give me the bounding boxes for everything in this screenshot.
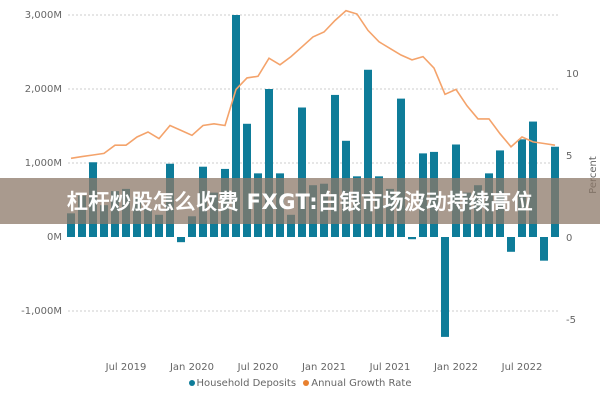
x-tick-label: Jul 2022 [501, 362, 543, 373]
bar[interactable] [155, 214, 163, 237]
x-tick-label: Jul 2020 [237, 362, 279, 373]
x-axis: Jul 2019 Jan 2020 Jul 2020 Jan 2021 Jul 2021… [105, 362, 543, 373]
right-axis: 10 5 0 -5 [566, 69, 579, 326]
x-tick-label: Jan 2022 [433, 362, 478, 373]
right-tick-label: 0 [566, 233, 572, 244]
x-tick-label: Jan 2021 [301, 362, 346, 373]
legend-item-annual-growth-rate[interactable]: Annual Growth Rate [303, 378, 411, 389]
bar[interactable] [441, 237, 449, 337]
legend-dot-icon [188, 380, 195, 386]
growth-rate-line[interactable] [70, 9, 556, 160]
left-tick-label: 2,000M [25, 84, 62, 95]
bar[interactable] [298, 107, 306, 238]
right-axis-label: Percent [588, 156, 599, 194]
legend-label: Household Deposits [196, 378, 297, 389]
left-tick-label: 1,000M [25, 158, 62, 169]
bar[interactable] [408, 237, 416, 240]
right-tick-label: -5 [566, 315, 576, 326]
right-tick-label: 10 [566, 69, 579, 80]
x-tick-label: Jan 2020 [169, 362, 214, 373]
bar[interactable] [331, 94, 339, 237]
bar[interactable] [177, 237, 185, 243]
title-banner: 杠杆炒股怎么收费 FXGT:白银市场波动持续高位 [0, 178, 600, 224]
left-tick-label: -1,000M [21, 306, 62, 317]
legend-dot-icon [303, 380, 310, 386]
left-axis: 3,000M 2,000M 1,000M 0M -1,000M [21, 10, 62, 317]
bar[interactable] [265, 89, 273, 237]
bar[interactable] [232, 15, 240, 237]
gridlines [68, 14, 560, 312]
left-tick-label: 3,000M [25, 10, 62, 21]
bar[interactable] [364, 69, 372, 237]
line-series-annual-growth-rate [70, 9, 556, 160]
legend: Household Deposits Annual Growth Rate [0, 378, 600, 389]
x-tick-label: Jul 2021 [369, 362, 411, 373]
bar[interactable] [67, 213, 75, 237]
legend-label: Annual Growth Rate [311, 378, 412, 389]
x-tick-label: Jul 2019 [105, 362, 147, 373]
bar[interactable] [507, 237, 515, 252]
legend-item-household-deposits[interactable]: Household Deposits [188, 378, 297, 389]
bar-series-household-deposits [67, 15, 559, 337]
left-tick-label: 0M [47, 232, 62, 243]
bar[interactable] [540, 237, 548, 261]
banner-title: 杠杆炒股怎么收费 FXGT:白银市场波动持续高位 [66, 190, 534, 214]
bar[interactable] [188, 216, 196, 237]
bar[interactable] [397, 98, 405, 238]
bar[interactable] [287, 214, 295, 237]
right-tick-label: 5 [566, 151, 572, 162]
